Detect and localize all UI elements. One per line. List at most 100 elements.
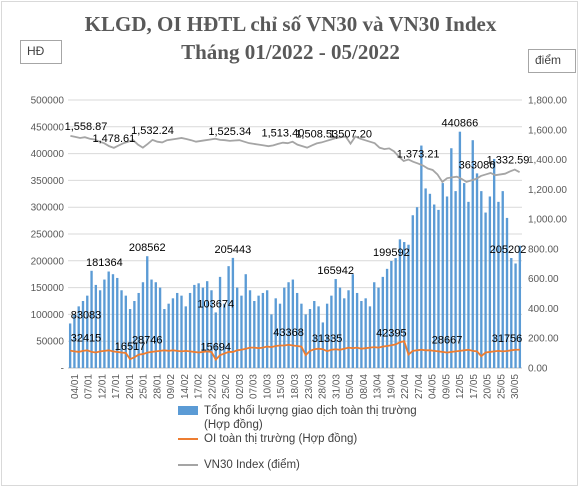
y-right-tick-label: 1,400.00 — [528, 155, 567, 166]
volume-bar — [373, 282, 376, 368]
volume-bar — [321, 322, 325, 368]
volume-bar — [458, 131, 462, 368]
y-left-tick-label: 450000 — [31, 122, 65, 133]
y-left-tick-label: 150000 — [31, 283, 65, 294]
volume-bar — [231, 257, 235, 368]
x-tick-label: 07/03 — [249, 374, 260, 399]
volume-data-label: 208562 — [129, 242, 166, 254]
volume-bar — [415, 207, 419, 368]
volume-bar — [424, 188, 427, 368]
y-right-tick-label: 1,600.00 — [528, 125, 567, 136]
y-right-tick-label: 1,200.00 — [528, 185, 567, 196]
index-data-label: 1,532.24 — [131, 125, 174, 137]
x-tick-label: 17/01 — [111, 374, 122, 399]
volume-bar — [98, 290, 102, 368]
volume-bar — [171, 298, 175, 368]
volume-data-label: 205202 — [490, 244, 527, 256]
volume-bar — [480, 191, 483, 368]
y-right-tick-label: 200.00 — [528, 334, 559, 345]
y-right-tick-label: 600.00 — [528, 274, 559, 285]
legend-index: VN30 Index (điểm) — [178, 459, 300, 471]
volume-bar — [133, 301, 136, 368]
index-data-label: 1,558.87 — [65, 121, 108, 133]
volume-data-label: 165942 — [317, 265, 354, 277]
volume-bar — [244, 274, 247, 368]
volume-bar — [283, 287, 286, 368]
volume-bar — [261, 292, 265, 368]
volume-data-label: 181364 — [86, 257, 123, 269]
volume-bar — [411, 215, 414, 368]
volume-bar — [343, 298, 346, 368]
chart-title: KLGD, OI HĐTL chỉ số VN30 và VN30 Index — [84, 12, 497, 36]
volume-bar — [73, 314, 76, 368]
index-data-label: 1,507.20 — [329, 129, 372, 141]
oi-data-label: 42395 — [376, 327, 407, 339]
x-tick-label: 07/01 — [84, 374, 95, 399]
x-tick-label: 20/01 — [125, 374, 136, 399]
volume-data-label: 205443 — [215, 244, 252, 256]
legend-volume-swatch — [178, 406, 198, 416]
y-left-tick-label: 300000 — [31, 203, 65, 214]
volume-bar — [488, 196, 492, 368]
volume-bar — [295, 292, 299, 368]
volume-bar — [360, 301, 363, 368]
x-tick-label: 17/02 — [194, 374, 205, 399]
volume-bar — [501, 191, 504, 368]
chart-subtitle: Tháng 01/2022 - 05/2022 — [181, 40, 400, 64]
volume-bar — [150, 279, 153, 368]
volume-bar — [338, 287, 342, 368]
volume-bar — [484, 212, 487, 368]
legend-volume-label: Tổng khối lượng giao dịch toàn thị trườn… — [204, 405, 417, 417]
volume-bar — [68, 323, 72, 368]
legend-volume-label-line2: (Hợp đồng) — [204, 419, 263, 431]
y-left-tick-label: 100000 — [31, 310, 65, 321]
volume-bar — [111, 274, 115, 368]
volume-bar — [497, 201, 500, 368]
volume-bar — [210, 290, 213, 368]
volume-bar — [351, 274, 354, 368]
volume-bar — [206, 281, 209, 368]
x-tick-label: 18/03 — [290, 374, 301, 399]
volume-bar — [300, 303, 303, 368]
x-tick-label: 13/04 — [373, 374, 384, 399]
x-tick-label: 08/04 — [359, 374, 370, 399]
x-tick-label: 28/01 — [152, 374, 163, 399]
legend-index-label: VN30 Index (điểm) — [204, 459, 300, 471]
volume-bar — [214, 312, 217, 368]
oi-data-label: 28746 — [132, 335, 163, 347]
oi-data-label: 28667 — [432, 335, 463, 347]
volume-bar — [236, 287, 239, 368]
volume-bar — [103, 279, 106, 368]
volume-bar — [146, 256, 149, 368]
x-tick-label: 14/02 — [180, 374, 191, 399]
volume-bar — [154, 282, 157, 368]
volume-bar — [90, 270, 93, 368]
oi-data-label: 31756 — [492, 333, 523, 345]
volume-bar — [107, 271, 110, 368]
volume-bar — [475, 173, 479, 368]
x-tick-label: 27/04 — [414, 374, 425, 399]
volume-bar — [317, 306, 320, 368]
volume-bar — [270, 314, 273, 368]
legend-oi-label: OI toàn thị trường (Hợp đồng) — [204, 433, 358, 445]
volume-bar — [253, 301, 256, 368]
x-tick-label: 04/05 — [428, 374, 439, 399]
oi-data-label: 43368 — [273, 327, 304, 339]
oi-series-line — [69, 340, 520, 362]
volume-bar — [240, 295, 243, 368]
x-tick-label: 20/05 — [483, 374, 494, 399]
volume-bar — [381, 276, 384, 368]
volume-bar — [248, 290, 252, 368]
x-tick-label: 28/03 — [318, 374, 329, 399]
volume-bar — [86, 295, 89, 368]
volume-bar — [420, 145, 423, 368]
x-tick-label: 25/05 — [496, 374, 507, 399]
legend-volume: Tổng khối lượng giao dịch toàn thị trườn… — [178, 405, 417, 417]
volume-bar — [450, 148, 453, 368]
x-tick-label: 15/03 — [276, 374, 287, 399]
volume-bar — [287, 282, 290, 368]
volume-bar — [492, 158, 496, 368]
volume-bar — [274, 298, 277, 368]
x-tick-label: 30/05 — [510, 374, 521, 399]
volume-bar — [94, 284, 98, 368]
